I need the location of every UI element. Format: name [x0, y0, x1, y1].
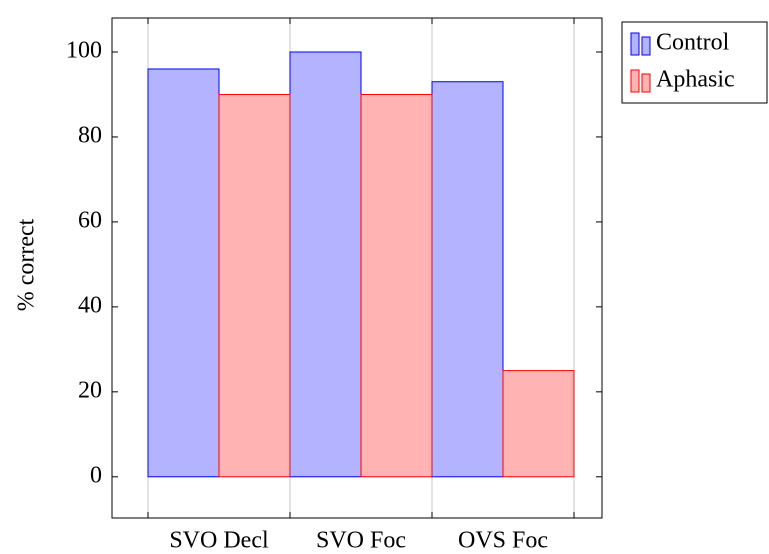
legend-label: Aphasic — [656, 67, 735, 93]
y-tick-label: 20 — [78, 377, 102, 403]
y-tick-label: 40 — [78, 292, 102, 318]
legend-swatch — [630, 32, 640, 56]
y-tick-label: 0 — [90, 462, 102, 488]
bar — [289, 51, 362, 478]
x-tick-label: SVO Foc — [316, 528, 406, 554]
bar — [360, 93, 433, 478]
legend-swatch — [630, 69, 640, 93]
x-tick-label: OVS Foc — [458, 528, 548, 554]
legend-label: Control — [656, 30, 730, 56]
bar — [502, 370, 575, 478]
y-tick-label: 60 — [78, 207, 102, 233]
bar — [431, 81, 504, 478]
legend-swatch — [641, 73, 651, 93]
legend-swatch — [641, 36, 651, 56]
bar — [218, 93, 291, 478]
x-tick-label: SVO Decl — [169, 528, 269, 554]
plot-frame — [111, 17, 603, 519]
y-axis-label: % correct — [14, 218, 40, 311]
y-tick-label: 100 — [66, 37, 102, 63]
bar — [147, 68, 220, 478]
y-tick-label: 80 — [78, 122, 102, 148]
